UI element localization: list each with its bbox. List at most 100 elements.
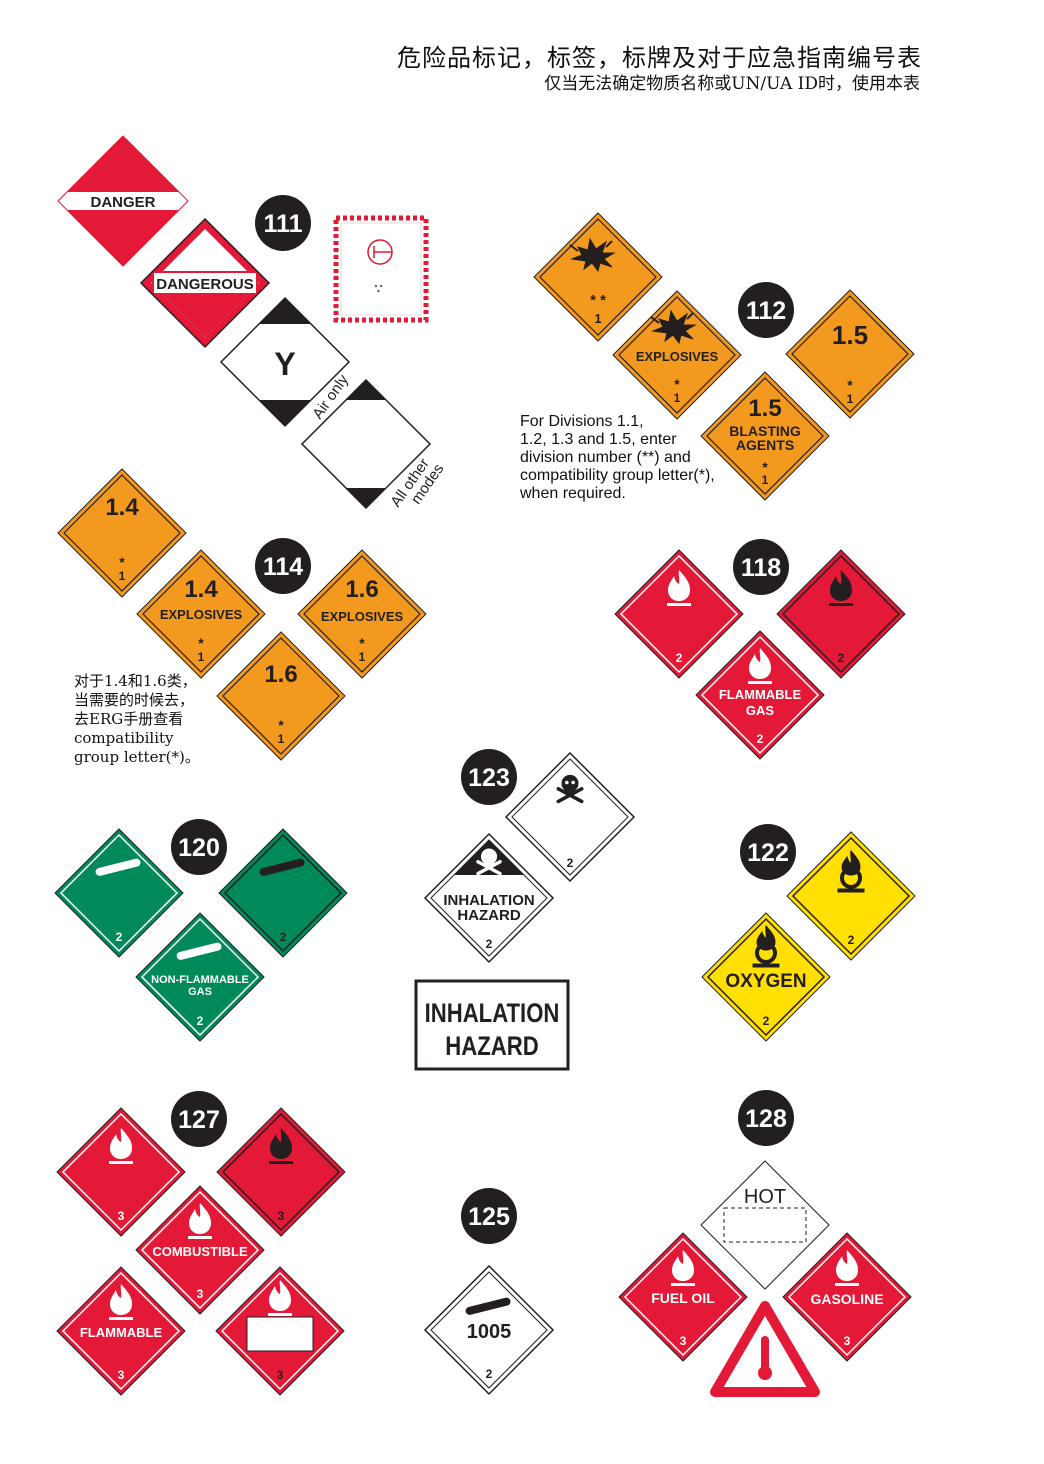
explosives-1-4-placard: 1.4 EXPLOSIVES * 1 — [136, 549, 266, 679]
svg-text:2: 2 — [838, 651, 845, 665]
explosives-placard: EXPLOSIVES * 1 — [612, 290, 742, 420]
guide-badge-112 — [738, 282, 794, 338]
svg-text:1: 1 — [359, 650, 366, 664]
poison-gas-label-2: 2 — [504, 751, 636, 883]
division-1-5-placard: 1.5 * 1 — [785, 289, 915, 419]
flammable-liquid-label: 3 — [56, 1107, 186, 1237]
svg-text:1: 1 — [847, 392, 854, 406]
flammable-placard-un-panel: 3 — [215, 1266, 345, 1396]
guide-badge-114 — [255, 538, 311, 594]
oxidizer-gas-label: 2 — [786, 831, 916, 961]
svg-text:*: * — [359, 635, 365, 651]
page-title: 危险品标记，标签，标牌及对于应急指南编号表 — [397, 44, 922, 72]
svg-text:*: * — [278, 717, 284, 733]
combustible-placard: COMBUSTIBLE 3 — [135, 1185, 265, 1315]
svg-text:1.6: 1.6 — [345, 576, 378, 603]
guide-number-128: 128 — [745, 1105, 787, 1133]
danger-placard: DANGER — [57, 135, 189, 267]
guide-badge-120 — [171, 819, 227, 875]
svg-text:INHALATION: INHALATION — [443, 892, 534, 909]
svg-text:3: 3 — [118, 1209, 125, 1223]
svg-text:* *: * * — [590, 292, 606, 309]
non-flammable-gas-label-black: 2 — [218, 828, 348, 958]
svg-text:2: 2 — [757, 732, 764, 746]
svg-text:COMBUSTIBLE: COMBUSTIBLE — [152, 1244, 248, 1259]
svg-text:1.5: 1.5 — [748, 395, 781, 422]
svg-text:AGENTS: AGENTS — [736, 437, 794, 453]
flammable-liquid-label-black: 3 — [216, 1107, 346, 1237]
svg-text:EXPLOSIVES: EXPLOSIVES — [636, 349, 719, 364]
guide-badge-118 — [733, 539, 789, 595]
guide-number-111: 111 — [264, 210, 303, 238]
svg-text:EXPLOSIVES: EXPLOSIVES — [321, 609, 404, 624]
guide-number-118: 118 — [741, 554, 781, 582]
division-1-6-placard: 1.6 * 1 — [216, 631, 346, 761]
blasting-agents-placard: 1.5 BLASTING AGENTS * 1 — [700, 371, 830, 501]
svg-text:FUEL OIL: FUEL OIL — [651, 1290, 715, 1306]
guide-123-group: 2 INHALATION HAZARD 2 INHALATION HAZARD … — [414, 749, 636, 1071]
svg-text:2: 2 — [848, 933, 855, 947]
inhalation-hazard-marking: INHALATION HAZARD — [414, 979, 570, 1071]
svg-text:1.5: 1.5 — [832, 320, 868, 350]
svg-text:2: 2 — [676, 651, 683, 665]
svg-text:EXPLOSIVES: EXPLOSIVES — [160, 607, 243, 622]
explosives-1-6-placard: 1.6 EXPLOSIVES * 1 — [297, 549, 427, 679]
dangerous-label: DANGEROUS — [156, 276, 254, 293]
guide-128-group: HOT FUEL OIL 3 GASOLINE 3 128 — [618, 1090, 912, 1397]
svg-text:2: 2 — [116, 930, 123, 944]
guide-122-group: 2 OXYGEN 2 122 — [701, 824, 916, 1042]
flammable-placard: FLAMMABLE 3 — [56, 1266, 186, 1396]
svg-text:FLAMMABLE: FLAMMABLE — [80, 1325, 163, 1340]
division-1-4-note: 对于1.4和1.6类， 当需要的时候去， 去ERG手册查看 compatibil… — [74, 672, 200, 766]
svg-text:GASOLINE: GASOLINE — [810, 1291, 883, 1307]
svg-text:GAS: GAS — [746, 703, 775, 718]
svg-text:HOT: HOT — [744, 1186, 786, 1208]
flammable-gas-label: 2 — [614, 549, 744, 679]
guide-111-group: DANGER DANGEROUS Y Air only — [57, 135, 447, 510]
svg-text:1: 1 — [119, 569, 126, 583]
svg-text:1: 1 — [674, 391, 681, 405]
guide-125-group: 1005 2 125 — [423, 1188, 555, 1396]
guide-badge-127 — [171, 1091, 227, 1147]
danger-label: DANGER — [90, 194, 155, 211]
fuel-oil-placard: FUEL OIL 3 — [618, 1232, 748, 1362]
class-1-hatched-label — [333, 215, 429, 323]
guide-number-122: 122 — [747, 839, 789, 867]
guide-112-group: * * 1 EXPLOSIVES * 1 1.5 * 1 1.5 BLASTIN… — [533, 212, 915, 501]
guide-badge-128 — [738, 1090, 794, 1146]
svg-text:2: 2 — [763, 1014, 770, 1028]
division-1-4-placard: 1.4 * 1 — [57, 468, 187, 598]
svg-text:2: 2 — [567, 856, 574, 870]
svg-text:2: 2 — [486, 937, 493, 951]
guide-number-120: 120 — [178, 834, 220, 862]
svg-text:3: 3 — [680, 1334, 687, 1348]
svg-text:3: 3 — [197, 1287, 204, 1301]
flammable-gas-label-black: 2 — [776, 549, 906, 679]
svg-text:3: 3 — [844, 1334, 851, 1348]
svg-text:1005: 1005 — [467, 1321, 512, 1343]
svg-text:1.4: 1.4 — [105, 494, 139, 521]
guide-number-125: 125 — [468, 1203, 510, 1231]
svg-text:1: 1 — [594, 311, 601, 326]
svg-text:3: 3 — [118, 1368, 125, 1382]
svg-text:GAS: GAS — [188, 986, 212, 998]
guide-badge-123 — [461, 749, 517, 805]
guide-118-group: 2 2 FLAMMABLE GAS 2 118 — [614, 539, 906, 760]
svg-text:1: 1 — [278, 732, 285, 746]
svg-text:HAZARD: HAZARD — [457, 907, 520, 924]
svg-text:BLASTING: BLASTING — [729, 423, 801, 439]
guide-badge-111 — [255, 195, 311, 251]
page-subtitle: 仅当无法确定物质名称或UN/UA ID时，使用本表 — [544, 74, 920, 94]
elevated-temperature-triangle — [710, 1301, 820, 1397]
svg-text:1: 1 — [762, 473, 769, 487]
svg-text:*: * — [119, 554, 125, 570]
guide-badge-122 — [740, 824, 796, 880]
explosive-div-unspecified: * * 1 — [533, 212, 663, 342]
guide-number-127: 127 — [178, 1106, 220, 1134]
svg-text:NON-FLAMMABLE: NON-FLAMMABLE — [151, 974, 249, 986]
svg-text:1: 1 — [198, 650, 205, 664]
explosives-note: For Divisions 1.1, 1.2, 1.3 and 1.5, ent… — [520, 413, 715, 502]
un-1005-placard: 1005 2 — [423, 1264, 555, 1396]
